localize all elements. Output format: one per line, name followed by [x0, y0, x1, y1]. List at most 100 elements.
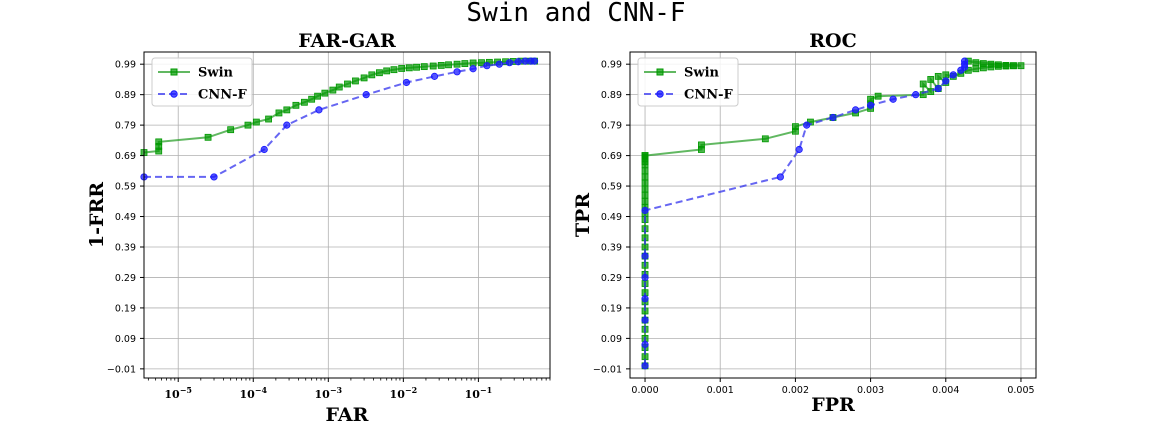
roc-swin-point — [979, 60, 987, 67]
far-gar-cnn-f-point — [430, 72, 439, 80]
far-gar-legend-marker — [170, 90, 178, 98]
roc-y-tick-label: 0.29 — [601, 273, 622, 284]
far-gar-cnn-f-point — [469, 65, 477, 73]
far-gar-legend-label-swin: Swin — [198, 66, 234, 81]
roc-y-tick-label: 0.09 — [601, 334, 622, 345]
far-gar-swin-point — [308, 95, 316, 103]
far-gar-y-tick-label: 0.39 — [115, 242, 136, 253]
far-gar-swin-point — [300, 98, 308, 106]
far-gar-x-label: FAR — [326, 404, 369, 426]
roc-cnn-f-point — [889, 95, 897, 103]
far-gar-cnn-f-point — [260, 145, 268, 154]
far-gar-y-ticks: −0.01 0.09 0.19 0.29 0.39 0.49 0.59 0.69 0.79 0.8… — [107, 60, 144, 375]
roc-legend-label-swin: Swin — [684, 66, 720, 81]
roc-swin-line — [644, 60, 1022, 366]
far-gar-y-tick-label: 0.79 — [115, 121, 136, 132]
roc-y-ticks: −0.01 0.09 0.19 0.29 0.39 0.49 0.59 0.69 0.79 0.8… — [593, 60, 630, 375]
roc-legend: Swin CNN-F — [637, 57, 739, 107]
far-gar-swin-point — [155, 138, 163, 146]
far-gar-legend-label-cnn-f: CNN-F — [198, 88, 248, 103]
far-gar-y-tick-label: 0.09 — [115, 334, 136, 345]
roc-cnn-f-point — [641, 206, 649, 215]
roc-swin-point — [641, 191, 649, 199]
far-gar-swin-point — [429, 62, 437, 70]
far-gar-cnn-f-point — [495, 60, 503, 68]
roc-legend-marker — [656, 68, 664, 76]
roc-swin-point — [761, 135, 769, 143]
far-gar-cnn-f-point — [315, 106, 323, 114]
roc-cnn-f-point — [641, 340, 649, 349]
roc-cnn-f-point — [641, 316, 649, 324]
far-gar-y-tick-label: 0.69 — [115, 151, 136, 162]
far-gar-swin-point — [420, 63, 428, 71]
roc-cnn-f-point — [960, 57, 969, 65]
roc-cnn-f-point — [641, 252, 649, 260]
far-gar-swin-point — [368, 71, 376, 79]
far-gar-swin-point — [437, 62, 445, 69]
roc-swin-point — [927, 76, 935, 83]
roc-x-tick-label: 0.003 — [857, 385, 884, 396]
far-gar-swin-point — [244, 121, 252, 129]
far-gar-y-tick-label: 0.59 — [115, 182, 136, 193]
far-gar-cnn-f-point — [530, 57, 539, 65]
far-gar-swin-point — [360, 74, 368, 82]
far-gar-swin-point — [413, 63, 420, 71]
roc-x-tick-label: 0.001 — [707, 385, 734, 396]
roc-swin-point — [641, 167, 649, 175]
far-gar-cnn-f-point — [453, 68, 461, 76]
roc-swin-point — [972, 59, 980, 67]
far-gar-swin-point — [252, 118, 260, 126]
far-gar-swin-point — [390, 66, 398, 74]
roc-cnn-f-point — [851, 106, 860, 114]
far-gar-swin-point — [204, 133, 212, 141]
roc-panel: ROC −0.01 0.09 0.19 0.29 0.39 0.49 0.59 0.69 0.7… — [572, 30, 1037, 416]
roc-series — [641, 57, 1025, 370]
roc-cnn-f-point — [795, 145, 803, 154]
far-gar-cnn-f-point — [505, 59, 514, 67]
roc-cnn-f-point — [949, 71, 957, 79]
far-gar-swin-point — [227, 126, 235, 134]
far-gar-swin-point — [335, 83, 343, 91]
roc-cnn-f-point — [942, 77, 950, 85]
roc-x-tick-label: 0.000 — [631, 385, 658, 396]
far-gar-swin-point — [314, 92, 321, 100]
far-gar-cnn-f-point — [514, 58, 522, 66]
roc-axes-frame — [629, 51, 1037, 379]
roc-swin-point — [641, 185, 649, 193]
far-gar-y-tick-label: −0.01 — [107, 364, 136, 375]
far-gar-cnn-f-point — [283, 121, 291, 129]
far-gar-title: FAR-GAR — [298, 30, 396, 52]
far-gar-legend-marker — [170, 68, 178, 76]
roc-y-tick-label: −0.01 — [593, 364, 622, 375]
roc-swin-point — [641, 173, 649, 181]
far-gar-axes-frame — [143, 51, 551, 379]
roc-cnn-f-point — [641, 362, 649, 370]
roc-y-tick-label: 0.79 — [601, 121, 622, 132]
far-gar-y-tick-label: 0.19 — [115, 303, 136, 314]
roc-title: ROC — [809, 30, 856, 52]
roc-x-tick-label: 0.004 — [932, 385, 959, 396]
roc-swin-point — [919, 80, 927, 88]
roc-swin-point — [987, 60, 995, 68]
roc-cnn-f-point — [776, 173, 784, 181]
far-gar-y-label: 1-FRR — [86, 182, 108, 248]
roc-cnn-f-point — [829, 113, 837, 122]
far-gar-swin-point — [344, 80, 351, 88]
roc-y-tick-label: 0.99 — [601, 60, 622, 71]
far-gar-swin-point — [398, 65, 406, 72]
far-gar-legend: Swin CNN-F — [151, 57, 253, 107]
roc-swin-point — [934, 72, 942, 80]
far-gar-swin-point — [453, 60, 461, 68]
far-gar-cnn-f-line — [144, 60, 535, 178]
roc-cnn-f-line — [644, 61, 966, 366]
far-gar-swin-point — [405, 64, 413, 72]
roc-legend-label-cnn-f: CNN-F — [684, 88, 734, 103]
roc-swin-point — [641, 197, 649, 205]
roc-cnn-f-point — [641, 273, 649, 282]
far-gar-y-tick-label: 0.99 — [115, 60, 136, 71]
far-gar-cnn-f-point — [402, 78, 411, 87]
far-gar-swin-point — [461, 60, 469, 67]
far-gar-swin-point — [383, 67, 391, 75]
far-gar-panel: FAR-GAR −0.01 0.09 0.19 0.29 0.39 0.49 0.59 0.6… — [86, 30, 551, 426]
